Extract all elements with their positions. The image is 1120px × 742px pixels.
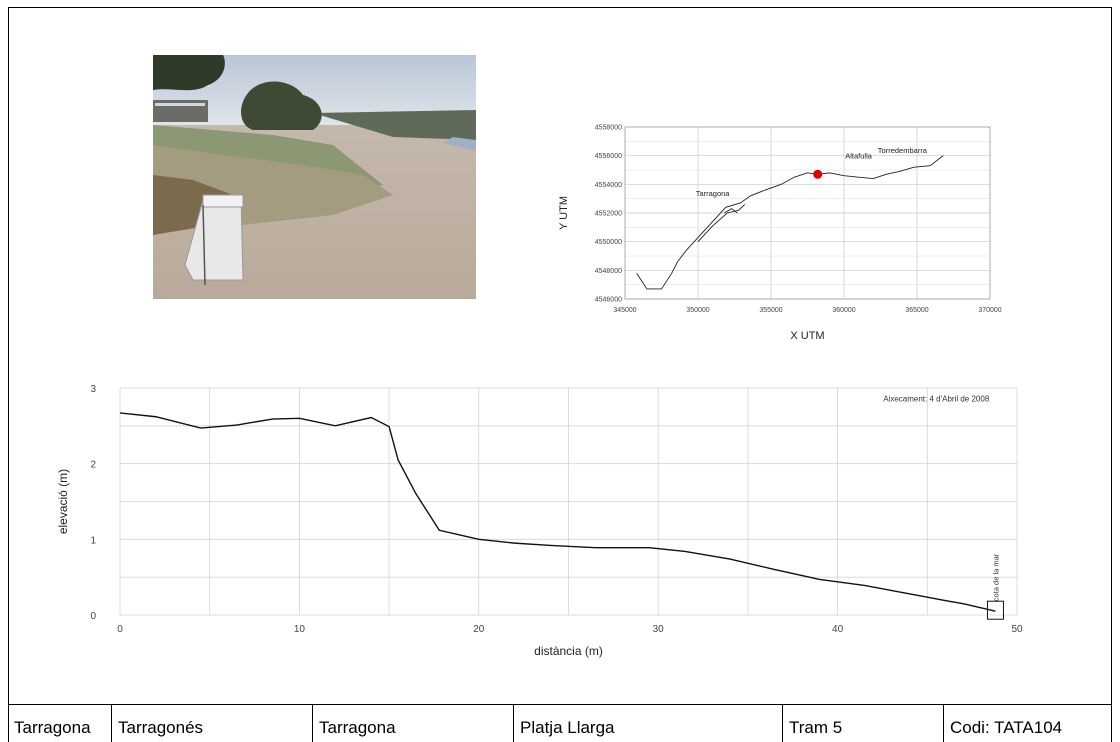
footer-cell-county: Tarragonés bbox=[112, 705, 313, 742]
map-x-tick-label: 355000 bbox=[759, 307, 782, 314]
site-location-marker bbox=[813, 169, 823, 179]
map-plot-frame bbox=[624, 126, 991, 300]
map-x-tick-label: 365000 bbox=[905, 307, 928, 314]
footer-cell-province: Tarragona bbox=[313, 705, 514, 742]
map-x-tick-label: 370000 bbox=[978, 307, 1001, 314]
map-y-tick-label: 4546000 bbox=[595, 297, 622, 304]
footer-cell-section: Tram 5 bbox=[783, 705, 944, 742]
footer-cell-municipality: Tarragona bbox=[8, 705, 112, 742]
location-map: 345000 350000 355000 360000 365000 370000 4546… bbox=[558, 125, 1002, 343]
profile-x-tick-label: 30 bbox=[653, 624, 665, 635]
map-town-label: Altafulla bbox=[845, 152, 873, 161]
port-line bbox=[697, 204, 746, 242]
map-y-tick-label: 4552000 bbox=[595, 211, 622, 218]
profile-y-axis-label: elevació (m) bbox=[56, 469, 70, 534]
elevation-profile-line bbox=[119, 412, 996, 612]
profile-x-tick-label: 20 bbox=[473, 624, 485, 635]
map-y-tick-label: 4548000 bbox=[595, 268, 622, 275]
profile-y-tick-label: 3 bbox=[90, 384, 96, 395]
map-x-tick-label: 350000 bbox=[686, 307, 709, 314]
profile-y-tick-label: 2 bbox=[90, 460, 96, 471]
map-y-tick-label: 4554000 bbox=[595, 182, 622, 189]
profile-x-tick-label: 0 bbox=[117, 624, 123, 635]
profile-x-tick-label: 10 bbox=[294, 624, 306, 635]
map-town-label: Tarragona bbox=[696, 189, 731, 198]
survey-date-annotation: Aixecament: 4 d'Abril de 2008 bbox=[883, 395, 990, 404]
map-x-tick-label: 345000 bbox=[613, 307, 636, 314]
beach-photo bbox=[153, 55, 476, 299]
map-y-tick-label: 4558000 bbox=[595, 125, 622, 132]
footer-info-bar: Tarragona Tarragonés Tarragona Platja Ll… bbox=[8, 704, 1112, 742]
profile-x-axis-label: distància (m) bbox=[534, 644, 603, 658]
sea-level-label: cota de la mar bbox=[991, 553, 1000, 601]
profile-x-tick-label: 40 bbox=[832, 624, 844, 635]
map-y-tick-label: 4550000 bbox=[595, 239, 622, 246]
map-y-tick-label: 4556000 bbox=[595, 153, 622, 160]
beach-photo-image bbox=[153, 55, 476, 299]
map-y-axis-label: Y UTM bbox=[558, 196, 570, 230]
coastline-line bbox=[636, 155, 944, 290]
footer-cell-beach: Platja Llarga bbox=[514, 705, 783, 742]
footer-cell-code: Codi: TATA104 bbox=[950, 718, 1063, 737]
elevation-profile-chart: 0 10 20 30 40 50 0 1 2 3 Aixecament: 4 d'Abril de … bbox=[56, 384, 1023, 658]
profile-x-tick-label: 50 bbox=[1011, 624, 1023, 635]
map-x-axis-label: X UTM bbox=[790, 330, 824, 342]
profile-y-tick-label: 1 bbox=[90, 535, 96, 546]
map-town-label: Torredembarra bbox=[878, 146, 928, 155]
profile-y-tick-label: 0 bbox=[90, 611, 96, 622]
sea-level-marker-box bbox=[986, 600, 1004, 620]
port-line bbox=[724, 208, 738, 214]
map-x-tick-label: 360000 bbox=[832, 307, 855, 314]
